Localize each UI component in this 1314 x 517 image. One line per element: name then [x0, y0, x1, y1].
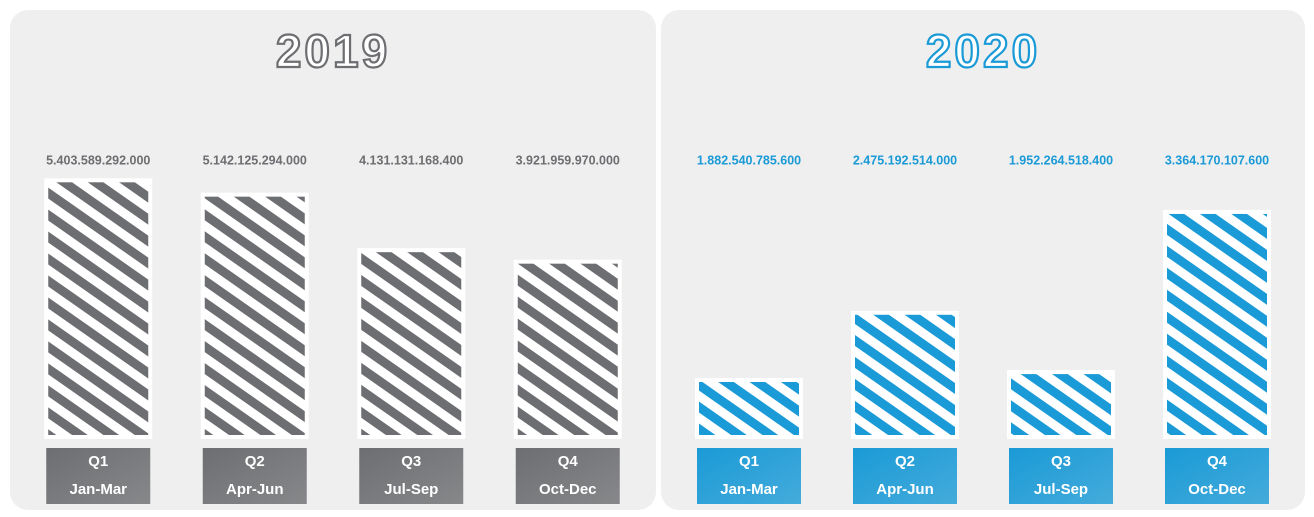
period-label: Oct-Dec: [539, 481, 597, 498]
bar: [44, 178, 153, 440]
period-label: Apr-Jun: [226, 481, 284, 498]
bar: [513, 259, 622, 440]
value-label: 5.142.125.294.000: [203, 153, 307, 167]
period-label: Jul-Sep: [384, 481, 438, 498]
value-label: 4.131.131.168.400: [359, 153, 463, 167]
chart-title: 2019: [276, 25, 390, 77]
bar: [357, 248, 466, 439]
category-label: Q1: [739, 453, 759, 470]
category-label: Q2: [895, 453, 915, 470]
category-box: [853, 448, 957, 504]
panel: [661, 10, 1305, 510]
bar: [1007, 370, 1115, 439]
value-label: 1.952.264.518.400: [1009, 153, 1113, 167]
chart-title: 2020: [926, 25, 1040, 77]
category-box: [515, 448, 620, 504]
bar: [695, 378, 803, 439]
category-label: Q4: [1207, 453, 1228, 470]
category-box: [1165, 448, 1269, 504]
bar: [200, 192, 309, 439]
period-label: Apr-Jun: [876, 481, 934, 498]
category-box: [202, 448, 307, 504]
value-label: 3.921.959.970.000: [516, 153, 620, 167]
period-label: Oct-Dec: [1188, 481, 1246, 498]
panel: [10, 10, 656, 510]
value-label: 5.403.589.292.000: [46, 153, 150, 167]
period-label: Jul-Sep: [1034, 481, 1088, 498]
category-box: [697, 448, 801, 504]
value-label: 1.882.540.785.600: [697, 153, 801, 167]
bar: [851, 310, 959, 439]
bar: [1163, 209, 1271, 439]
category-box: [359, 448, 464, 504]
value-label: 3.364.170.107.600: [1165, 153, 1269, 167]
value-label: 2.475.192.514.000: [853, 153, 957, 167]
category-label: Q4: [558, 453, 579, 470]
category-label: Q3: [401, 453, 421, 470]
category-label: Q3: [1051, 453, 1071, 470]
category-label: Q1: [88, 453, 108, 470]
period-label: Jan-Mar: [69, 481, 127, 498]
category-box: [46, 448, 151, 504]
period-label: Jan-Mar: [720, 481, 778, 498]
category-box: [1009, 448, 1113, 504]
category-label: Q2: [245, 453, 265, 470]
